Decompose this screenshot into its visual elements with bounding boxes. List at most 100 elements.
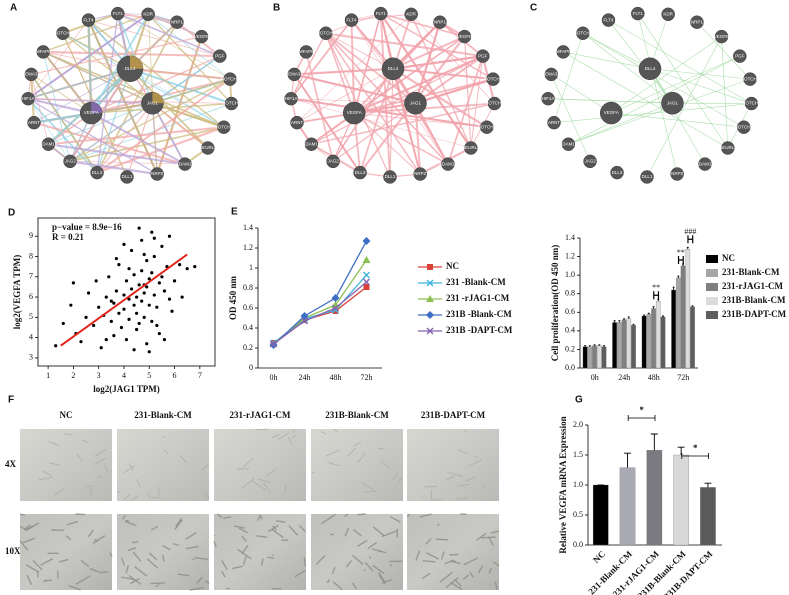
point — [119, 325, 124, 330]
network: FLT1 KDR NRP1 VEGFB PGF NOTCH3 NOTCH2 NOTCH1 NEU… — [21, 6, 241, 184]
cell-structure — [97, 475, 103, 479]
sig-bracket — [677, 256, 684, 264]
legend-label: 231-rJAG1-CM — [722, 281, 783, 291]
cell-structure — [25, 564, 40, 573]
row-label: 4X — [5, 459, 17, 469]
edge — [27, 98, 98, 174]
cell-structure — [24, 524, 31, 530]
node-label: VEGFB — [714, 34, 729, 39]
bar — [601, 346, 607, 369]
edge — [637, 13, 678, 175]
node-label: JAG2 — [327, 159, 339, 164]
node — [714, 29, 729, 44]
node-label: SEMA3A — [542, 72, 560, 77]
point — [180, 295, 184, 299]
cell-structure — [32, 560, 43, 571]
node-label: NRP1 — [691, 19, 704, 24]
cell-structure — [128, 463, 135, 471]
legend-label: 231B-DAPT-CM — [722, 309, 787, 319]
panel-label: D — [8, 208, 15, 219]
point — [137, 226, 141, 230]
panel-label: C — [530, 3, 537, 14]
point — [362, 256, 371, 263]
bar — [582, 346, 588, 369]
point — [71, 281, 75, 285]
cell-structure — [148, 552, 158, 561]
point — [140, 269, 144, 273]
edge — [332, 102, 416, 162]
cell-structure — [258, 478, 272, 483]
cell-structure — [204, 579, 210, 585]
point — [162, 289, 167, 293]
bar — [685, 248, 691, 369]
cell-structure — [361, 482, 376, 492]
bar — [673, 454, 689, 546]
error-bar — [677, 275, 680, 278]
cell-structure — [49, 462, 60, 466]
point — [112, 301, 116, 305]
y-tick-label: 0.6 — [243, 303, 253, 312]
edge — [42, 13, 149, 53]
edge — [463, 36, 472, 149]
point — [157, 331, 161, 336]
cell-structure — [444, 559, 455, 565]
point — [54, 344, 58, 348]
node — [556, 45, 570, 59]
cell-structure — [421, 572, 431, 580]
cell-structure — [476, 532, 487, 541]
y-tick-label: 1.4 — [565, 233, 575, 242]
cell-structure — [477, 565, 484, 574]
point — [363, 284, 370, 290]
node — [383, 170, 397, 184]
node — [213, 49, 227, 63]
cell-structure — [445, 577, 459, 589]
node-label: FLT4 — [83, 17, 94, 22]
cell-structure — [194, 557, 209, 561]
cell-structure — [103, 464, 109, 472]
cell-structure — [259, 515, 263, 520]
point — [426, 311, 434, 319]
cell-structure — [481, 536, 496, 539]
cell-structure — [150, 525, 159, 531]
node — [547, 115, 561, 130]
x-tick-label: 7 — [198, 371, 202, 380]
cell-structure — [65, 535, 72, 541]
point — [160, 244, 164, 248]
y-tick-label: 9 — [29, 231, 33, 240]
node — [631, 6, 645, 21]
node-label: ARNT — [548, 120, 561, 125]
node — [601, 13, 616, 27]
annotation: p−value = 8.9e−16 — [52, 222, 122, 232]
cell-structure — [294, 569, 306, 578]
cell-structure — [290, 434, 297, 439]
cell-structure — [368, 556, 372, 559]
node — [599, 101, 623, 125]
cell-structure — [24, 524, 35, 532]
cell-structure — [127, 547, 137, 552]
node-segment — [91, 102, 103, 114]
y-tick-label: 1.0 — [565, 270, 575, 279]
cell-structure — [87, 529, 94, 538]
edge — [147, 14, 231, 80]
cell-structure — [377, 447, 384, 450]
micrograph — [116, 429, 210, 501]
cell-structure — [492, 561, 500, 567]
node — [640, 170, 654, 184]
x-tick-label: 2 — [71, 371, 75, 380]
node-label: NEURL1 — [462, 145, 480, 150]
node — [638, 57, 662, 81]
y-tick-label: 8 — [29, 251, 33, 260]
cell-structure — [152, 496, 161, 499]
column-header: 231B-Blank-CM — [325, 410, 389, 420]
sig-bracket — [687, 235, 694, 244]
micrograph-image — [117, 429, 209, 501]
point — [172, 279, 177, 283]
edge — [96, 68, 131, 173]
node-label: NEURL1 — [719, 145, 737, 150]
edge — [392, 55, 483, 70]
point — [132, 273, 136, 277]
sig-label: * — [693, 443, 698, 453]
node-label: KDR — [406, 12, 416, 17]
y-tick-label: 4 — [29, 332, 33, 341]
